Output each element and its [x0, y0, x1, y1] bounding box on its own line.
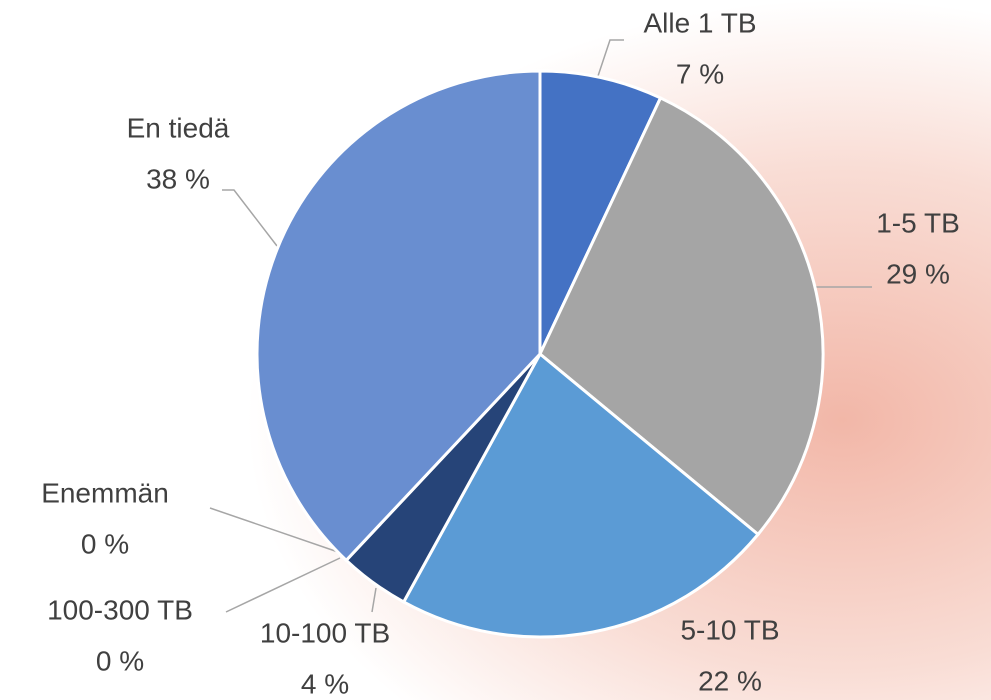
category-label: 10-100 TB — [260, 617, 390, 648]
leader-lines — [209, 39, 872, 613]
value-label: 38 % — [146, 163, 210, 194]
category-label: Enemmän — [41, 477, 169, 508]
leader-line — [225, 557, 341, 613]
category-label: 5-10 TB — [680, 614, 779, 645]
value-label: 4 % — [301, 668, 349, 699]
category-label: 100-300 TB — [47, 594, 193, 625]
leader-line — [222, 189, 278, 247]
pie-slice — [255, 69, 542, 563]
value-label: 0 % — [96, 645, 144, 676]
leader-line — [209, 507, 339, 553]
leader-line — [597, 39, 624, 77]
value-label: 0 % — [81, 528, 129, 559]
value-label: 7 % — [676, 58, 724, 89]
value-label: 22 % — [698, 665, 762, 696]
pie-slice — [538, 69, 663, 355]
leader-line — [371, 587, 377, 613]
pie-slice — [401, 351, 761, 639]
value-label: 29 % — [886, 258, 950, 289]
pie-slice — [538, 95, 825, 537]
category-label: En tiedä — [127, 112, 230, 143]
category-label: 1-5 TB — [876, 207, 960, 238]
category-label: Alle 1 TB — [643, 7, 756, 38]
